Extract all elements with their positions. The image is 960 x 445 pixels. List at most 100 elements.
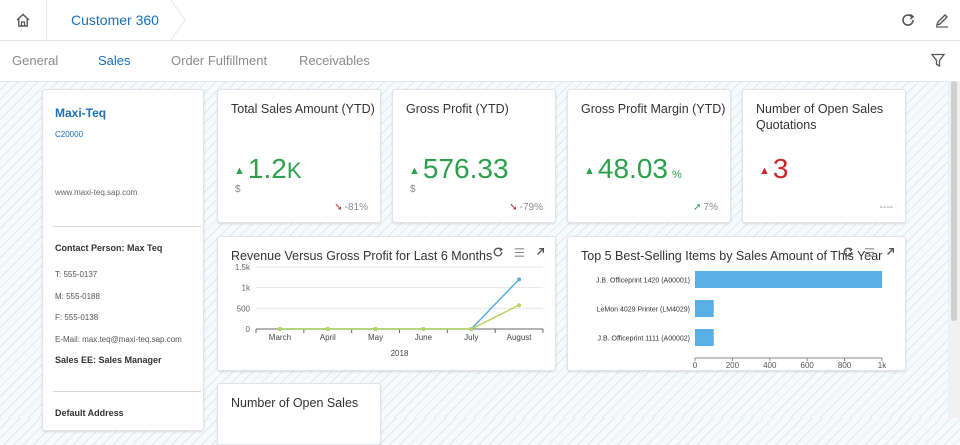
kpi-currency: $ <box>235 184 241 195</box>
home-button[interactable] <box>0 0 47 40</box>
refresh-icon[interactable] <box>842 246 854 258</box>
bar <box>695 271 882 288</box>
chart-title: Top 5 Best-Selling Items by Sales Amount… <box>581 249 883 263</box>
x-tick-label: April <box>320 333 336 342</box>
contact-person: Contact Person: Max Teq <box>55 243 163 253</box>
data-point <box>517 303 522 308</box>
kpi-card-open-quotations[interactable]: Number of Open Sales Quotations ▲ 3 ---- <box>742 89 906 223</box>
y-tick-label: 500 <box>237 304 251 313</box>
x-tick-label: 800 <box>838 361 852 369</box>
list-icon[interactable] <box>514 247 525 258</box>
x-tick-label: August <box>507 333 533 342</box>
x-tick-label: May <box>368 333 383 342</box>
series-line <box>279 278 520 330</box>
category-label: J.B. Officeprint 1111 (A00002) <box>598 336 690 343</box>
kpi-delta: ---- <box>879 202 893 213</box>
kpi-title: Gross Profit (YTD) <box>406 102 509 116</box>
kpi-card-gross-profit[interactable]: Gross Profit (YTD) ▲ 576.33 $ ➘ -79% <box>392 89 556 223</box>
customer-id[interactable]: C20000 <box>55 130 84 139</box>
contact-fax: F: 555-0138 <box>55 313 99 322</box>
data-point <box>469 327 474 331</box>
data-point <box>277 327 282 331</box>
kpi-title: Gross Profit Margin (YTD) <box>581 102 726 116</box>
breadcrumb-customer-360[interactable]: Customer 360 <box>71 12 159 28</box>
scrollbar-thumb[interactable] <box>951 81 957 321</box>
kpi-value: ▲ 3 <box>759 153 789 184</box>
data-point <box>517 277 522 282</box>
tab-receivables[interactable]: Receivables <box>299 53 370 68</box>
bar <box>695 300 714 317</box>
home-icon <box>16 13 30 27</box>
x-tick-label: 0 <box>693 361 698 369</box>
trend-down-icon: ➘ <box>509 202 518 213</box>
kpi-title: Number of Open Sales <box>231 396 359 410</box>
tab-order-fulfillment[interactable]: Order Fulfillment <box>171 53 268 68</box>
filter-icon[interactable] <box>930 52 946 68</box>
series-line <box>279 304 520 330</box>
scrollbar[interactable] <box>948 81 960 418</box>
refresh-icon[interactable] <box>900 12 916 28</box>
x-axis-label: 2018 <box>391 349 409 358</box>
kpi-value: ▲ 576.33 <box>409 153 509 184</box>
x-tick-label: 600 <box>801 361 815 369</box>
contact-mobile: M: 555-0188 <box>55 292 100 301</box>
x-tick-label: July <box>464 333 478 342</box>
trend-up-small-icon: ➚ <box>693 202 702 213</box>
top-bar: Customer 360 <box>0 0 960 41</box>
expand-icon[interactable] <box>885 247 895 257</box>
y-tick-label: 0 <box>246 325 251 334</box>
refresh-icon[interactable] <box>492 246 504 258</box>
data-point <box>421 327 426 331</box>
category-label: LeMon 4029 Printer (LM4029) <box>597 307 690 314</box>
data-point <box>373 327 378 331</box>
kpi-delta: ➘ -79% <box>509 202 543 213</box>
trend-up-icon: ▲ <box>584 165 595 177</box>
tab-general[interactable]: General <box>12 53 59 68</box>
top-items-card: Top 5 Best-Selling Items by Sales Amount… <box>567 236 906 371</box>
contact-phone: T: 555-0137 <box>55 270 98 279</box>
contact-email[interactable]: E-Mail: max.teq@maxi-teq.sap.com <box>55 335 182 344</box>
kpi-title: Number of Open Sales Quotations <box>756 102 884 132</box>
bar <box>695 329 714 346</box>
y-tick-label: 1k <box>242 284 251 293</box>
expand-icon[interactable] <box>535 247 545 257</box>
trend-up-icon: ▲ <box>234 165 245 177</box>
breadcrumb: Customer 360 <box>47 0 189 40</box>
customer-website[interactable]: www.maxi-teq.sap.com <box>55 188 138 197</box>
divider <box>53 226 201 227</box>
kpi-delta: ➘ -81% <box>334 202 368 213</box>
x-tick-label: 200 <box>726 361 740 369</box>
list-icon[interactable] <box>864 247 875 258</box>
revenue-line-chart: 0 500 1k 1.5k March April May June July August 201… <box>235 263 544 358</box>
data-point <box>325 327 330 331</box>
trend-down-icon: ➘ <box>334 202 343 213</box>
revenue-vs-profit-card: Revenue Versus Gross Profit for Last 6 M… <box>217 236 556 371</box>
edit-icon[interactable] <box>934 12 950 28</box>
kpi-value: ▲ 48.03% <box>584 153 682 184</box>
kpi-delta: ➚ 7% <box>693 202 718 213</box>
kpi-card-open-sales[interactable]: Number of Open Sales <box>217 383 381 445</box>
top-items-bar-chart: 0 200 400 600 800 1k J.B. Officeprint 1420 (A0… <box>596 271 887 369</box>
breadcrumb-chevron-icon <box>170 0 186 40</box>
chart-title: Revenue Versus Gross Profit for Last 6 M… <box>231 249 493 263</box>
x-tick-label: June <box>415 333 433 342</box>
x-tick-label: March <box>269 333 291 342</box>
x-tick-label: 400 <box>763 361 777 369</box>
kpi-currency: $ <box>410 184 416 195</box>
sales-employee: Sales EE: Sales Manager <box>55 355 162 365</box>
kpi-title: Total Sales Amount (YTD) <box>231 102 375 116</box>
trend-up-red-icon: ▲ <box>759 165 770 177</box>
customer-name[interactable]: Maxi-Teq <box>55 106 107 120</box>
trend-up-icon: ▲ <box>409 165 420 177</box>
x-tick-label: 1k <box>878 361 887 369</box>
tab-bar: General Sales Order Fulfillment Receivab… <box>0 41 960 82</box>
kpi-value: ▲ 1.2K <box>234 153 302 184</box>
kpi-card-total-sales[interactable]: Total Sales Amount (YTD) ▲ 1.2K $ ➘ -81% <box>217 89 381 223</box>
divider <box>53 391 201 392</box>
customer-profile-card: Maxi-Teq C20000 www.maxi-teq.sap.com Con… <box>42 89 204 431</box>
category-label: J.B. Officeprint 1420 (A00001) <box>596 278 690 285</box>
y-tick-label: 1.5k <box>235 263 251 272</box>
kpi-card-gross-profit-margin[interactable]: Gross Profit Margin (YTD) ▲ 48.03% ➚ 7% <box>567 89 731 223</box>
default-address-heading: Default Address <box>55 408 124 418</box>
tab-sales[interactable]: Sales <box>98 53 131 68</box>
